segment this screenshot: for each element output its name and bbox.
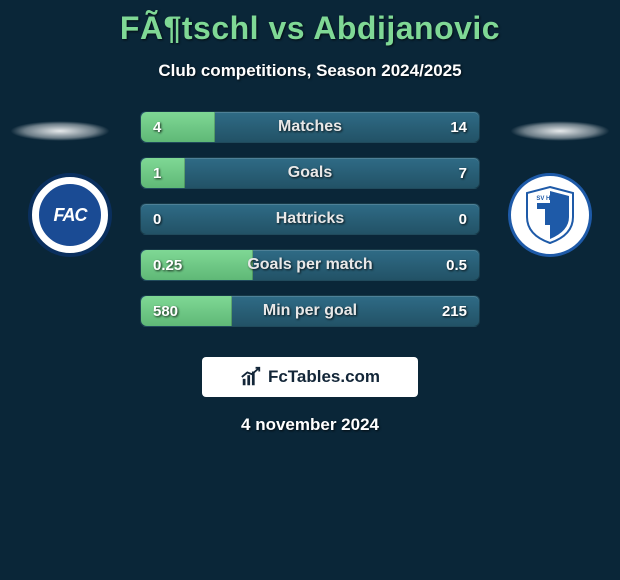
stat-label: Hattricks xyxy=(201,210,419,228)
team-left-code: FAC xyxy=(54,205,87,226)
shadow-right xyxy=(510,121,610,141)
stat-value-left: 580 xyxy=(141,303,201,320)
page-title: FÃ¶tschl vs Abdijanovic xyxy=(0,0,620,47)
footer-block: FcTables.com 4 november 2024 xyxy=(0,343,620,435)
stat-label: Goals per match xyxy=(201,256,419,274)
stat-label: Matches xyxy=(201,118,419,136)
stat-label: Goals xyxy=(201,164,419,182)
stat-value-right: 0 xyxy=(419,211,479,228)
team-badge-left: FAC xyxy=(28,173,112,257)
stat-row: 0.25Goals per match0.5 xyxy=(140,249,480,281)
team-right-shield: SV HORN xyxy=(523,185,577,245)
team-badge-left-inner: FAC xyxy=(37,182,103,248)
stat-value-left: 0.25 xyxy=(141,257,201,274)
stat-value-right: 215 xyxy=(419,303,479,320)
stat-value-left: 0 xyxy=(141,211,201,228)
stat-value-right: 14 xyxy=(419,119,479,136)
chart-icon xyxy=(240,366,262,388)
stat-value-left: 4 xyxy=(141,119,201,136)
stat-row: 580Min per goal215 xyxy=(140,295,480,327)
stat-row: 0Hattricks0 xyxy=(140,203,480,235)
team-right-code-text: SV HORN xyxy=(536,196,563,202)
stats-list: 4Matches14 1Goals7 0Hattricks0 0.25Goals pe… xyxy=(140,111,480,341)
brand-text: FcTables.com xyxy=(268,367,380,387)
stat-value-right: 7 xyxy=(419,165,479,182)
shadow-left xyxy=(10,121,110,141)
stat-row: 1Goals7 xyxy=(140,157,480,189)
date-text: 4 november 2024 xyxy=(0,415,620,435)
stat-value-left: 1 xyxy=(141,165,201,182)
team-badge-right: SV HORN xyxy=(508,173,592,257)
brand-box[interactable]: FcTables.com xyxy=(202,357,418,397)
page-subtitle: Club competitions, Season 2024/2025 xyxy=(0,61,620,81)
stat-row: 4Matches14 xyxy=(140,111,480,143)
stat-label: Min per goal xyxy=(201,302,419,320)
stat-value-right: 0.5 xyxy=(419,257,479,274)
shield-icon: SV HORN xyxy=(523,185,577,245)
